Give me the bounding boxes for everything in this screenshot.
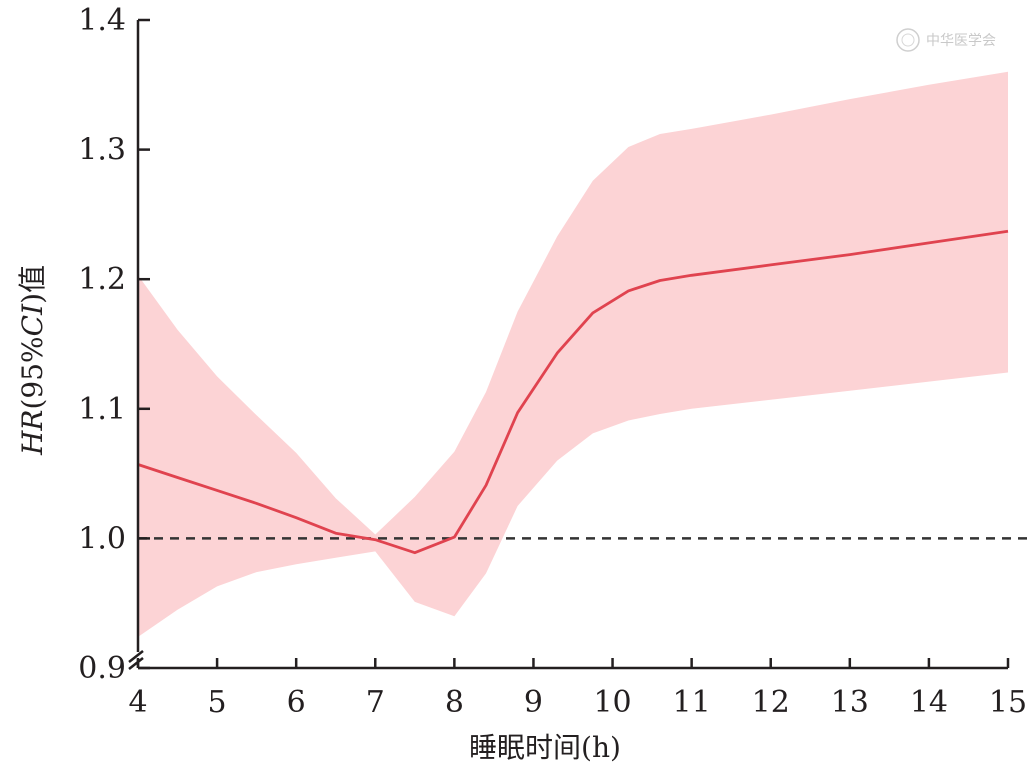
x-tick-label: 4: [128, 685, 147, 720]
y-tick-label: 1.4: [78, 3, 126, 38]
hr-line-layer: [137, 229, 1009, 555]
confidence-band: [138, 71, 1008, 637]
x-tick-label: 15: [989, 685, 1027, 720]
axis-break-stroke: [128, 657, 144, 670]
y-tick-label: 0.9: [78, 651, 126, 686]
x-axis-title: 睡眠时间(h): [469, 731, 621, 764]
x-tick-group: 4 5 6 7 8 9 10 11 12 13 14 15: [128, 658, 1027, 720]
y-tick-group: 0.9 1.0 1.1 1.2 1.3 1.4: [78, 3, 150, 686]
y-tick-label: 1.3: [78, 133, 126, 168]
y-axis-title-part: (95%: [16, 336, 49, 409]
y-axis-title-part: HR: [16, 410, 49, 457]
x-tick-label: 11: [673, 685, 711, 720]
x-tick-label: 10: [593, 685, 631, 720]
y-axis-title-part: )值: [16, 265, 49, 304]
x-tick-label: 9: [524, 685, 543, 720]
y-tick-label: 1.0: [78, 521, 126, 556]
x-tick-label: 5: [208, 685, 227, 720]
x-tick-label: 7: [366, 685, 385, 720]
x-tick-label: 8: [445, 685, 464, 720]
confidence-band-layer: [138, 71, 1008, 637]
y-axis-title-part: CI: [16, 303, 49, 336]
y-tick-label: 1.1: [78, 392, 126, 427]
y-axis-title: HR(95%CI)值: [16, 265, 49, 456]
x-tick-label: 13: [831, 685, 869, 720]
x-tick-label: 14: [910, 685, 948, 720]
watermark-seal-icon: [896, 28, 920, 52]
y-axis-break-mark: [128, 650, 146, 670]
axis-break-stroke: [128, 650, 144, 663]
y-tick-label: 1.2: [78, 262, 126, 297]
watermark-text: 中华医学会: [926, 33, 996, 49]
watermark: 中华医学会: [896, 28, 996, 52]
x-tick-label: 12: [752, 685, 790, 720]
x-tick-label: 6: [287, 685, 306, 720]
hr-series-line: [137, 229, 1009, 555]
